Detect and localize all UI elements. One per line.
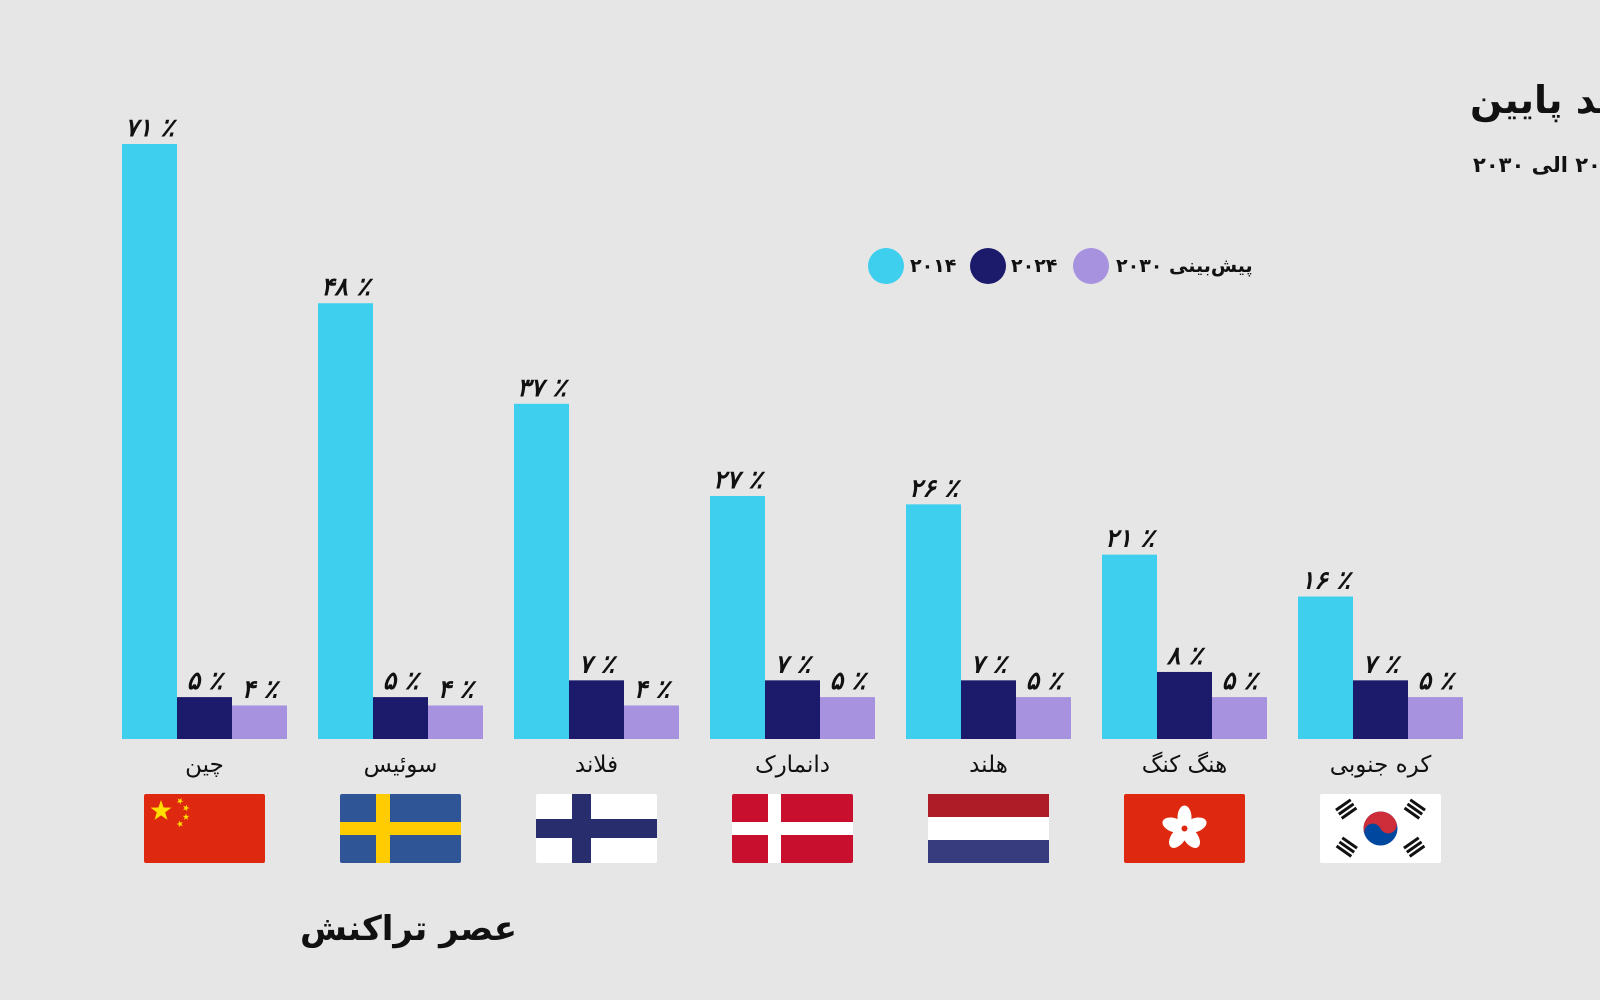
value-label-1-1: ٪ ۵ [383, 666, 422, 695]
category-label-6: کره جنوبی [1330, 752, 1432, 778]
bar-4-0 [906, 504, 961, 739]
finland-flag [536, 794, 657, 863]
netherlands-flag [928, 794, 1049, 863]
bar-0-2 [232, 705, 287, 739]
value-label-0-2: ٪ ۴ [242, 674, 281, 703]
category-labels: چین سوئیس فلاند دانمارک هلند هنگ کنگ کره جنوبی [185, 751, 1431, 778]
value-labels: ٪ ۷۱ ٪ ۵ ٪ ۴ ٪ ۴۸ ٪ ۵ ٪ ۴ ٪ ۳۷ ٪ ۷ ٪ ۴ ٪ ۲۷ ٪ ۷ ٪ ۵… [125, 113, 1457, 703]
value-label-2-2: ٪ ۴ [634, 674, 673, 703]
hong-kong-flag [1124, 794, 1245, 863]
value-label-5-2: ٪ ۵ [1222, 666, 1261, 695]
legend-label-2: پیش‌بینی ۲۰۳۰ [1116, 255, 1253, 277]
bar-6-2 [1408, 697, 1463, 739]
bar-6-1 [1353, 680, 1408, 739]
bar-2-0 [514, 403, 569, 739]
bars [122, 144, 1463, 739]
chart-title: بازارهای با مصرف پول نقد پایین [1470, 78, 1600, 122]
legend-label-1: ۲۰۲۴ [1011, 255, 1057, 277]
value-label-2-1: ٪ ۷ [579, 649, 618, 678]
value-label-5-1: ٪ ۸ [1166, 641, 1206, 670]
legend-swatch-2 [1073, 248, 1109, 284]
value-label-3-2: ٪ ۵ [830, 666, 869, 695]
bar-2-2 [624, 705, 679, 739]
value-label-5-0: ٪ ۲۱ [1105, 524, 1158, 553]
bar-4-1 [961, 680, 1016, 739]
bar-6-0 [1298, 596, 1353, 739]
value-label-6-1: ٪ ۷ [1363, 649, 1402, 678]
value-label-6-0: ٪ ۱۶ [1301, 566, 1354, 595]
legend: ۲۰۱۴ ۲۰۲۴ پیش‌بینی ۲۰۳۰ [868, 248, 1253, 284]
bar-3-1 [765, 680, 820, 739]
legend-swatch-0 [868, 248, 904, 284]
legend-swatch-1 [970, 248, 1006, 284]
bar-3-0 [710, 495, 765, 739]
value-label-3-1: ٪ ۷ [775, 649, 814, 678]
bar-1-1 [373, 697, 428, 739]
china-flag [144, 794, 265, 863]
bar-1-2 [428, 705, 483, 739]
value-label-4-1: ٪ ۷ [971, 649, 1010, 678]
bar-5-2 [1212, 697, 1267, 739]
bar-5-1 [1157, 671, 1212, 739]
value-label-2-0: ٪ ۳۷ [517, 373, 570, 402]
value-label-6-2: ٪ ۵ [1418, 666, 1457, 695]
denmark-flag [732, 794, 853, 863]
value-label-1-2: ٪ ۴ [438, 674, 477, 703]
category-label-3: دانمارک [755, 752, 830, 778]
flags [144, 794, 1441, 863]
value-label-1-0: ٪ ۴۸ [321, 272, 374, 301]
value-label-3-0: ٪ ۲۷ [713, 465, 766, 494]
bar-0-0 [122, 144, 177, 739]
value-label-0-1: ٪ ۵ [187, 666, 226, 695]
category-label-2: فلاند [575, 752, 618, 778]
value-label-4-2: ٪ ۵ [1026, 666, 1065, 695]
category-label-0: چین [185, 752, 224, 778]
bar-5-0 [1102, 554, 1157, 739]
legend-label-0: ۲۰۱۴ [910, 255, 956, 277]
sweden-flag [340, 794, 461, 863]
bar-3-2 [820, 697, 875, 739]
value-label-4-0: ٪ ۲۶ [909, 473, 962, 502]
category-label-5: هنگ کنگ [1142, 751, 1227, 778]
bar-4-2 [1016, 697, 1071, 739]
value-label-0-0: ٪ ۷۱ [125, 113, 178, 142]
bar-2-1 [569, 680, 624, 739]
bar-0-1 [177, 697, 232, 739]
south-korea-flag [1320, 794, 1441, 863]
brand-logo: عصر تراکنش [300, 909, 517, 949]
category-label-4: هلند [969, 752, 1008, 778]
chart-subtitle: سهم پول نقد در ارزش تراکنش‌های پایانه‌ها… [1473, 153, 1600, 177]
category-label-1: سوئیس [364, 752, 438, 778]
bar-1-0 [318, 303, 373, 739]
